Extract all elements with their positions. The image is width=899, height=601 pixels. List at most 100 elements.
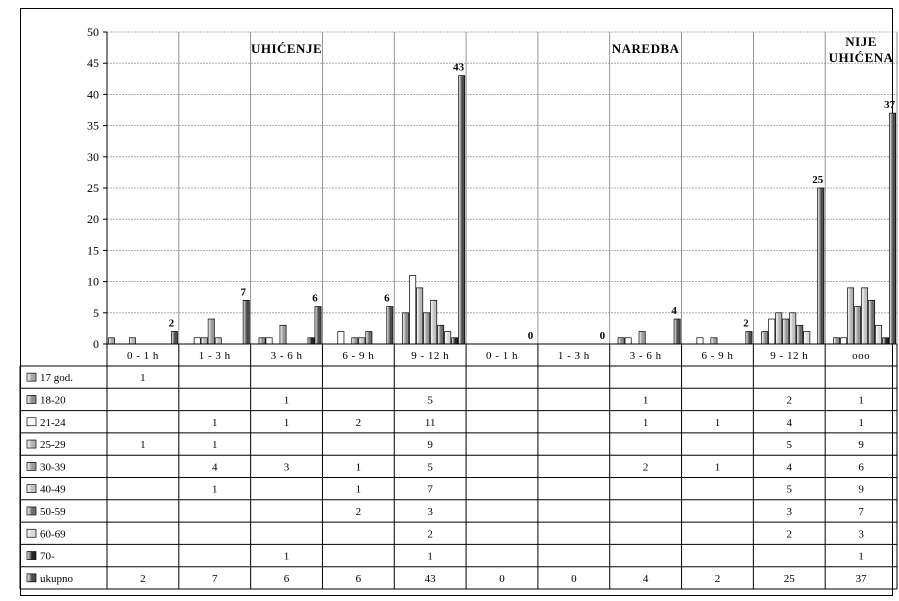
legend-swatch [26,417,37,427]
table-cell: 1 [212,484,218,496]
data-label: 7 [240,286,246,298]
bar [882,337,890,345]
table-cell: 2 [140,573,146,585]
group-title: UHIĆENJE [251,41,322,56]
bar [840,337,848,345]
y-tick-label: 10 [87,275,99,289]
bar [710,337,718,345]
table-cell: 5 [787,439,793,451]
legend-swatch [26,551,37,560]
table-cell: 37 [856,573,868,585]
bar [307,337,315,345]
legend-swatch [26,528,37,538]
bar [854,306,862,345]
y-tick-label: 5 [93,306,99,320]
legend-swatch [26,462,37,471]
bar [358,337,366,345]
table-cell: 6 [284,573,290,585]
legend-swatch [26,573,37,583]
bar [889,112,897,345]
bar [402,312,410,345]
table-cell: 1 [643,417,649,429]
category-label: 1 - 3 h [199,350,231,362]
table-cell: 3 [427,506,433,518]
bar [617,337,625,345]
bar [444,331,452,345]
table-cell: 4 [212,461,218,473]
table-cell: 9 [858,439,864,451]
series-name: 70- [40,551,55,563]
bar [107,337,115,345]
table-cell: 1 [284,394,290,406]
y-tick-label: 25 [87,181,99,195]
table-cell: 7 [212,573,218,585]
category-label: 9 - 12 h [770,350,808,362]
bar [789,312,797,345]
data-label: 0 [528,330,534,342]
bar [875,324,883,345]
series-name: 18-20 [40,394,66,406]
data-label: 0 [600,330,606,342]
group-title: NAREDBA [612,41,680,56]
table-cell: 6 [356,573,362,585]
table-cell: 1 [140,372,146,384]
bar [337,331,345,345]
y-tick-label: 20 [87,212,99,226]
bar [242,299,250,345]
bar [673,318,681,345]
data-label: 25 [812,174,824,186]
table-cell: 9 [858,484,864,496]
legend-swatch [26,372,37,382]
category-label: 9 - 12 h [411,350,449,362]
table-cell: 1 [643,394,649,406]
table-cell: 1 [356,484,362,496]
table-cell: 2 [787,394,793,406]
series-name: 21-24 [40,417,66,429]
bar [193,337,201,345]
legend-swatch [26,395,37,404]
table-cell: 1 [212,439,218,451]
table-cell: 4 [787,417,793,429]
table-cell: 1 [427,551,433,563]
table-cell: 0 [499,573,505,585]
bar [803,331,811,345]
bar [128,337,136,345]
series-name: 25-29 [40,439,66,451]
bar [265,337,273,345]
table-cell: 1 [858,551,864,563]
table-cell: 1 [284,417,290,429]
y-tick-label: 15 [87,243,99,257]
bar [817,187,825,345]
table-cell: 2 [356,506,362,518]
bar [314,306,322,345]
series-name: 17 god. [40,372,73,384]
table-cell: 1 [284,551,290,563]
bar [624,337,632,345]
bar [386,306,394,345]
data-label: 4 [671,305,677,317]
table-cell: 1 [858,417,864,429]
y-tick-label: 45 [87,56,99,70]
table-cell: 1 [356,461,362,473]
bar [437,324,445,345]
bar [423,312,431,345]
bar [861,287,869,345]
table-cell: 3 [858,528,864,540]
data-label: 2 [743,318,749,330]
table-cell: 11 [425,417,436,429]
series-name: 60-69 [40,528,66,540]
bar [768,318,776,345]
table-cell: 4 [643,573,649,585]
data-label: 6 [384,293,390,305]
table-cell: 7 [858,506,864,518]
legend-swatch [26,506,37,516]
category-label: 3 - 6 h [630,350,662,362]
series-name: 30-39 [40,461,66,473]
bar [458,75,466,345]
bar [207,318,215,345]
table-cell: 1 [715,417,721,429]
table-cell: 5 [427,394,433,406]
bar [365,331,373,345]
table-cell: 6 [858,461,864,473]
